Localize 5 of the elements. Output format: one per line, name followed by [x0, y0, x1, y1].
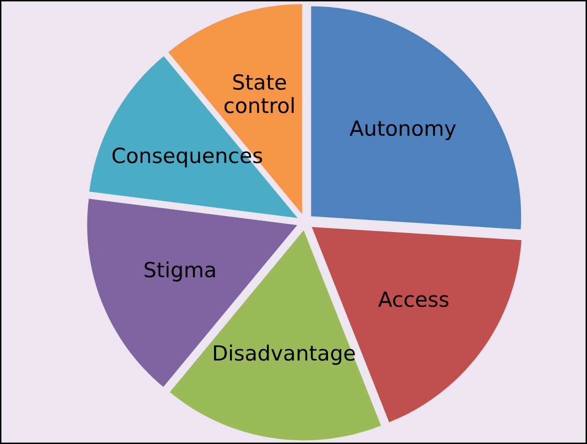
slice-label: Disadvantage — [214, 344, 355, 365]
slice-label: State control — [224, 74, 294, 114]
slice-label: Access — [378, 292, 448, 308]
slice-label: Autonomy — [350, 120, 456, 140]
slice-label: Stigma — [144, 261, 215, 282]
